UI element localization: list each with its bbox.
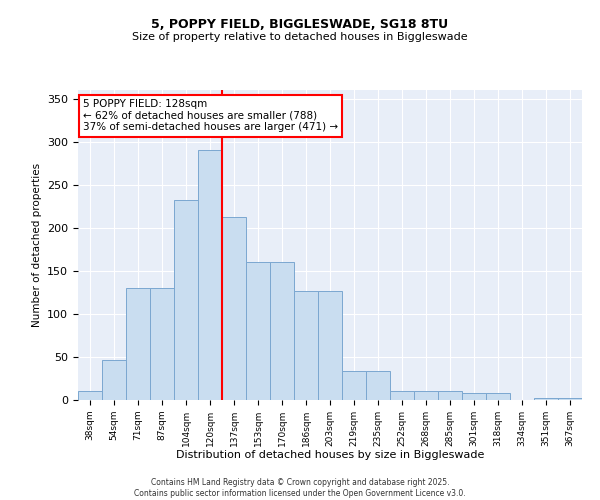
Text: Size of property relative to detached houses in Biggleswade: Size of property relative to detached ho… xyxy=(132,32,468,42)
Bar xyxy=(198,150,222,400)
Bar xyxy=(126,288,150,400)
Bar xyxy=(102,360,126,400)
Bar xyxy=(486,393,510,400)
Bar xyxy=(294,290,318,400)
Bar xyxy=(462,393,486,400)
Bar xyxy=(318,290,342,400)
X-axis label: Distribution of detached houses by size in Biggleswade: Distribution of detached houses by size … xyxy=(176,450,484,460)
Bar xyxy=(78,392,102,400)
Bar xyxy=(414,392,438,400)
Bar xyxy=(342,370,366,400)
Bar xyxy=(246,262,270,400)
Bar xyxy=(222,216,246,400)
Text: Contains HM Land Registry data © Crown copyright and database right 2025.
Contai: Contains HM Land Registry data © Crown c… xyxy=(134,478,466,498)
Bar xyxy=(534,398,558,400)
Bar xyxy=(390,392,414,400)
Bar xyxy=(366,370,390,400)
Text: 5 POPPY FIELD: 128sqm
← 62% of detached houses are smaller (788)
37% of semi-det: 5 POPPY FIELD: 128sqm ← 62% of detached … xyxy=(83,100,338,132)
Bar xyxy=(558,398,582,400)
Bar xyxy=(150,288,174,400)
Y-axis label: Number of detached properties: Number of detached properties xyxy=(32,163,41,327)
Bar xyxy=(438,392,462,400)
Bar xyxy=(270,262,294,400)
Text: 5, POPPY FIELD, BIGGLESWADE, SG18 8TU: 5, POPPY FIELD, BIGGLESWADE, SG18 8TU xyxy=(151,18,449,30)
Bar xyxy=(174,200,198,400)
